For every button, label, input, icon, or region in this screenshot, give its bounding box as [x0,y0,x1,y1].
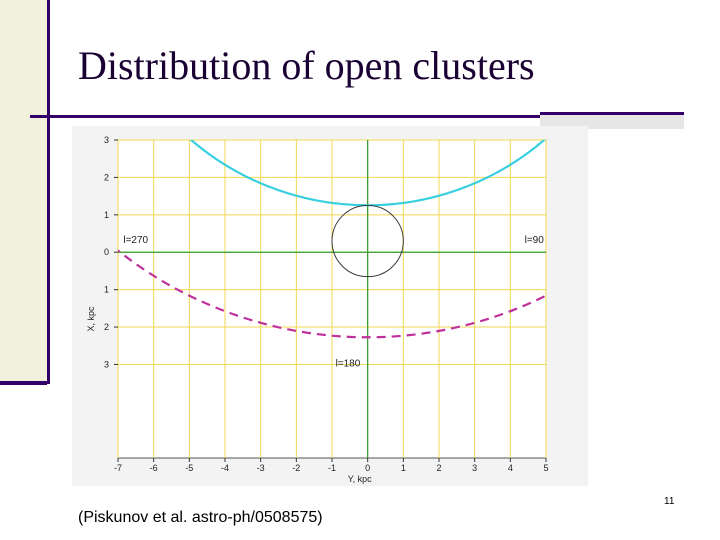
x-tick-label: -3 [257,463,265,473]
x-tick-label: -5 [185,463,193,473]
y-tick-label: 1 [104,210,109,220]
magenta-dashed-arc [118,249,546,339]
y-tick-label: 3 [104,359,109,369]
x-tick-label: 0 [365,463,370,473]
x-tick-label: -2 [292,463,300,473]
y-tick-label: 2 [104,322,109,332]
arcs-group [118,126,563,339]
x-tick-label: -7 [114,463,122,473]
x-tick-label: -4 [221,463,229,473]
y-tick-label: 1 [104,285,109,295]
x-tick-label: 5 [543,463,548,473]
guide-lines [118,140,546,458]
y-tick-label: 0 [104,247,109,257]
galactic-longitude-label: l=90 [525,235,545,246]
galactic-longitude-label: l=180 [336,358,361,369]
x-tick-label: -6 [150,463,158,473]
source-caption: (Piskunov et al. astro-ph/0508575) [78,509,323,526]
x-tick-label: -1 [328,463,336,473]
magenta-dashed-arc [171,126,563,130]
y-tick-label: 2 [104,172,109,182]
x-tick-label: 3 [472,463,477,473]
x-tick-label: 4 [508,463,513,473]
title-rule [30,115,682,118]
slide-sidebar-bar [0,0,50,384]
y-axis-label: X, kpc [86,306,96,332]
page-number: 11 [664,496,675,507]
sidebar-bottom-rule [0,381,47,385]
solar-neighbourhood-ellipse [331,204,404,278]
title-rule-accent [540,112,684,129]
x-tick-label: 2 [436,463,441,473]
galactic-longitude-label: l=270 [123,235,148,246]
x-axis-label: Y, kpc [348,474,372,484]
y-tick-label: 3 [104,135,109,145]
x-tick-label: 1 [401,463,406,473]
slide-title: Distribution of open clusters [78,43,535,88]
